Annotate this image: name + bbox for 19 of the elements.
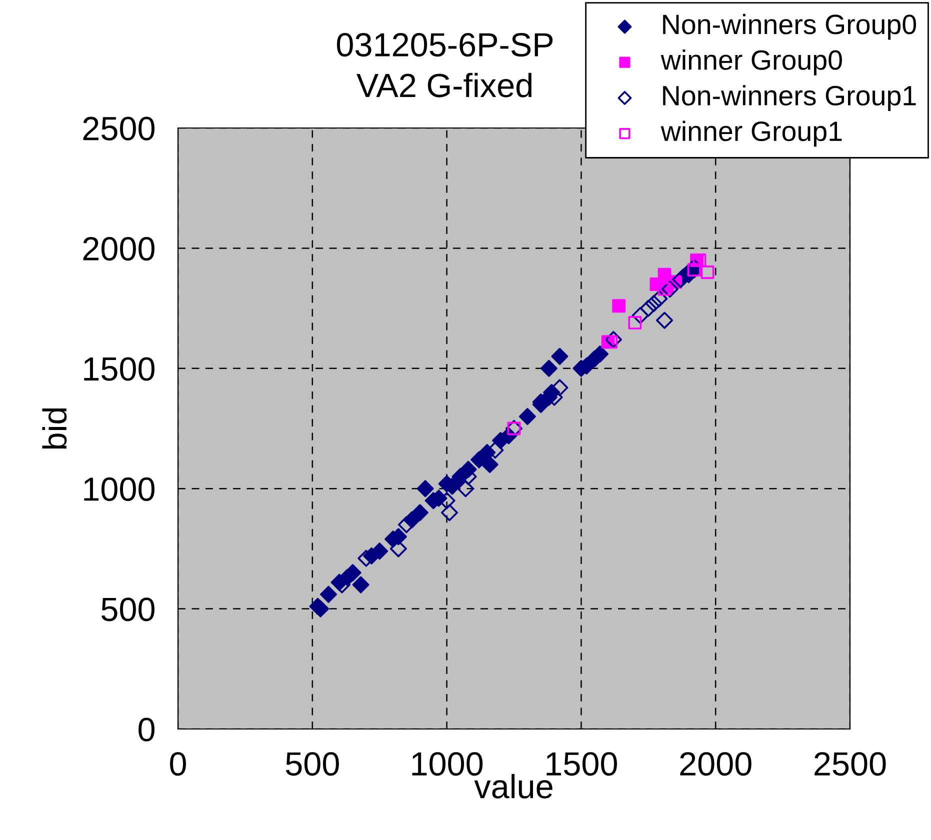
y-tick-label: 2500 <box>83 116 154 140</box>
y-tick-label: 2000 <box>83 237 154 261</box>
legend-label: Non-winners Group1 <box>663 85 916 112</box>
chart-title: 031205-6P-SP VA2 G-fixed <box>336 32 553 98</box>
y-tick-label: 0 <box>138 718 154 742</box>
y-tick-label: 1000 <box>84 477 154 502</box>
legend-label: Non-winners Group0 <box>663 14 916 40</box>
x-axis-title: value <box>474 774 552 798</box>
legend-label: winner Group1 <box>660 120 842 147</box>
y-tick-label: 500 <box>102 598 154 622</box>
x-tick-label: 2000 <box>680 752 752 776</box>
x-tick-label: 500 <box>286 752 339 776</box>
legend-label: winner Group0 <box>660 50 842 76</box>
y-axis-title: bid <box>42 408 67 449</box>
x-tick-label: 1500 <box>546 752 617 776</box>
x-tick-label: 2500 <box>814 752 886 776</box>
x-tick-label: 0 <box>170 752 186 776</box>
y-tick-label: 1500 <box>84 357 154 381</box>
x-tick-label: 1000 <box>412 752 483 776</box>
